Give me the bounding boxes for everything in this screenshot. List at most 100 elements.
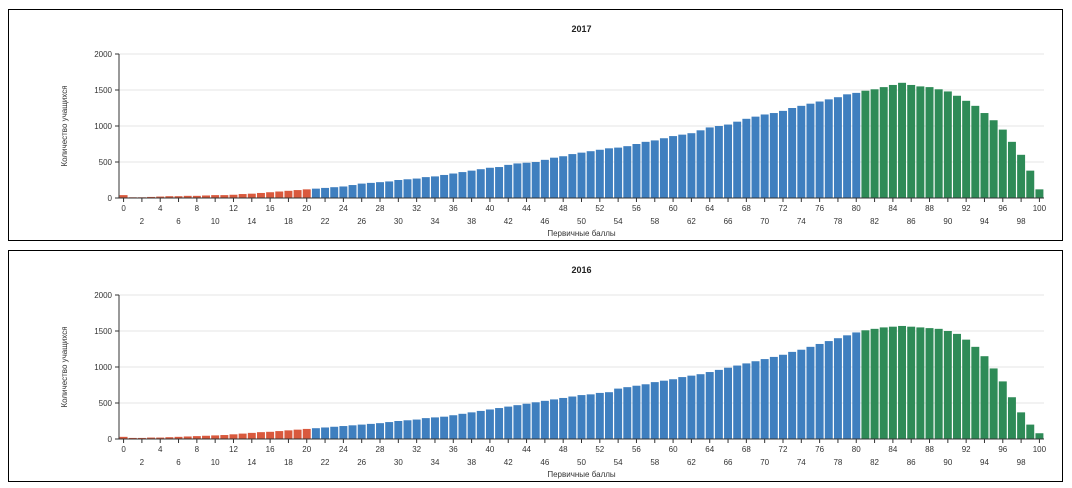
- y-tick-label: 1500: [94, 86, 112, 95]
- x-tick-label: 6: [176, 458, 181, 467]
- bar: [806, 103, 815, 198]
- x-tick-label: 42: [504, 217, 513, 226]
- bar: [852, 92, 861, 198]
- bar: [403, 420, 412, 439]
- x-tick-label: 96: [998, 204, 1007, 213]
- bar: [458, 413, 467, 439]
- bar: [1026, 170, 1035, 198]
- bar: [815, 101, 824, 198]
- x-tick-label: 54: [614, 217, 623, 226]
- bar: [788, 351, 797, 439]
- bar: [696, 374, 705, 439]
- bar: [1007, 141, 1016, 198]
- bar: [550, 157, 559, 198]
- bar: [137, 437, 146, 439]
- bar: [302, 428, 311, 439]
- x-tick-label: 26: [357, 458, 366, 467]
- bar: [485, 167, 494, 198]
- x-tick-label: 16: [266, 445, 275, 454]
- bar: [202, 195, 210, 198]
- bar: [330, 187, 339, 198]
- bar: [119, 195, 128, 198]
- x-tick-label: 48: [559, 204, 568, 213]
- bar: [669, 379, 678, 439]
- x-tick-label: 60: [669, 445, 678, 454]
- bar: [559, 156, 568, 198]
- bar: [256, 432, 265, 439]
- bar: [724, 367, 733, 439]
- x-tick-label: 92: [962, 445, 971, 454]
- x-tick-label: 66: [724, 458, 733, 467]
- x-tick-label: 30: [394, 458, 403, 467]
- bar: [394, 421, 403, 439]
- x-tick-label: 14: [247, 458, 256, 467]
- bar: [192, 436, 201, 439]
- x-tick-label: 92: [962, 204, 971, 213]
- bar: [760, 114, 769, 198]
- bar: [266, 431, 275, 439]
- bar: [330, 426, 339, 439]
- bar: [531, 402, 540, 439]
- bar: [183, 436, 192, 439]
- x-tick-label: 28: [376, 204, 385, 213]
- x-tick-label: 84: [888, 204, 897, 213]
- bar: [421, 418, 430, 439]
- bar: [925, 328, 934, 439]
- x-tick-label: 22: [321, 458, 330, 467]
- x-tick-label: 10: [211, 217, 220, 226]
- bar: [861, 330, 870, 439]
- x-tick-label: 44: [522, 445, 531, 454]
- x-tick-label: 46: [540, 217, 549, 226]
- x-tick-label: 12: [229, 445, 238, 454]
- bar: [769, 356, 778, 439]
- bar: [614, 388, 623, 439]
- bar: [256, 192, 265, 198]
- x-tick-label: 24: [339, 204, 348, 213]
- x-tick-label: 0: [121, 204, 126, 213]
- bar: [174, 196, 183, 198]
- bar: [861, 90, 870, 198]
- x-axis-title: Первичные баллы: [547, 470, 616, 479]
- bar: [211, 195, 220, 198]
- bar: [485, 409, 494, 439]
- bar: [220, 195, 229, 198]
- x-tick-label: 98: [1017, 458, 1026, 467]
- bar: [522, 403, 531, 439]
- y-tick-label: 1500: [94, 327, 112, 336]
- bar: [430, 176, 439, 198]
- bar: [311, 188, 320, 198]
- bar: [779, 110, 787, 198]
- bar: [888, 326, 897, 439]
- bar: [540, 400, 549, 439]
- bar: [202, 435, 210, 439]
- bar: [705, 372, 714, 439]
- bar: [980, 356, 989, 439]
- x-tick-label: 56: [632, 204, 641, 213]
- x-tick-label: 90: [943, 458, 952, 467]
- bar: [128, 437, 137, 439]
- bar: [366, 182, 375, 198]
- bar: [833, 338, 842, 439]
- x-tick-label: 52: [595, 204, 604, 213]
- bar: [1035, 189, 1044, 198]
- bar: [321, 187, 330, 198]
- bar: [577, 152, 586, 198]
- bar: [980, 113, 989, 198]
- bar: [733, 365, 742, 439]
- x-tick-label: 100: [1033, 445, 1047, 454]
- x-tick-label: 82: [870, 458, 879, 467]
- bar: [943, 91, 952, 198]
- bar: [623, 146, 632, 198]
- x-tick-label: 80: [852, 445, 861, 454]
- bar: [659, 380, 668, 439]
- bar: [934, 89, 943, 198]
- x-tick-label: 30: [394, 217, 403, 226]
- y-tick-label: 500: [99, 158, 113, 167]
- x-tick-label: 14: [247, 217, 256, 226]
- bar: [595, 392, 604, 439]
- bar: [321, 427, 330, 439]
- bar: [907, 326, 916, 439]
- x-tick-label: 54: [614, 458, 623, 467]
- bar: [962, 100, 971, 198]
- x-tick-label: 58: [650, 217, 659, 226]
